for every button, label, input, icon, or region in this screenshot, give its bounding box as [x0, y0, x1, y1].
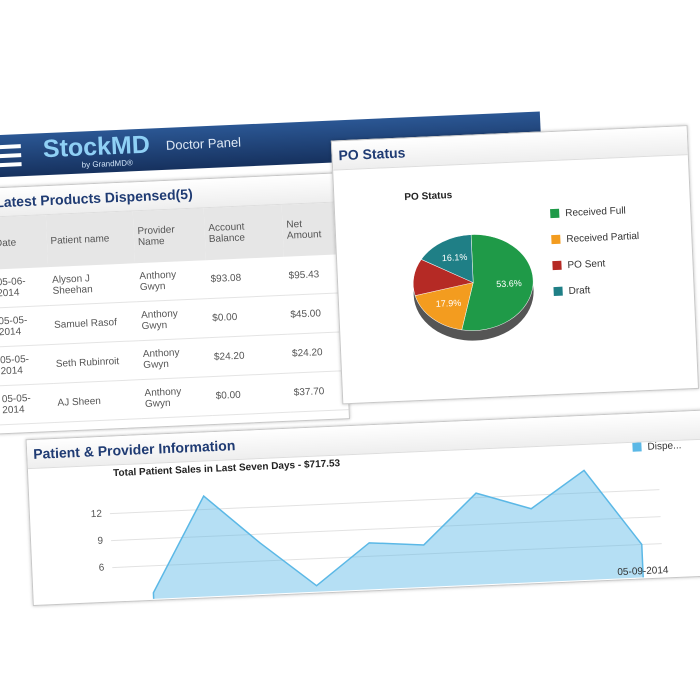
column-header: Patient name [45, 211, 135, 268]
legend-label: Received Full [565, 205, 626, 219]
patient-panel: Patient & Provider Information Total Pat… [25, 409, 700, 607]
table-cell: $37.70 [288, 370, 349, 413]
table-cell: Jesus Garcia Read [54, 418, 144, 435]
table-cell: $24.20 [287, 331, 347, 374]
table-cell: Seth Rubinroit [50, 340, 140, 384]
products-panel: Latest Products Dispensed(5) Date Patient… [0, 172, 351, 435]
grid-line [111, 516, 661, 542]
legend-swatch [632, 442, 642, 452]
x-tick-label: 05-09-2014 [617, 565, 669, 578]
po-status-panel: PO Status PO Status 53.6% Received Full 17.… [330, 125, 700, 405]
column-header: Date [0, 215, 48, 270]
table-cell: $0.00 [210, 373, 291, 416]
y-tick-label: 6 [98, 563, 104, 574]
chart-title: PO Status [404, 190, 453, 203]
table-cell: $93.08 [205, 256, 286, 299]
table-cell: 05-05-2014 [0, 344, 53, 386]
y-tick-label: 12 [91, 509, 103, 520]
grid-line [112, 543, 662, 569]
table-cell: Samuel Rasof [49, 301, 139, 345]
legend-label: Received Partial [566, 231, 639, 245]
products-table: Date Patient name Provider Name Account Bal… [0, 202, 351, 435]
panel-name: Doctor Panel [165, 134, 242, 153]
legend-label: PO Sent [567, 258, 605, 271]
area [152, 469, 645, 607]
table-cell: Anthony Gwyn [136, 298, 210, 341]
table-cell: 05-05-2014 [0, 422, 57, 435]
table-cell: $45.00 [285, 292, 346, 335]
logo-sub: by GrandMD® [81, 158, 134, 170]
table-cell: 05-05-2014 [0, 383, 55, 425]
grid-line [109, 489, 660, 515]
slice-label: 17.9% [436, 298, 462, 309]
column-header: Net Amount [281, 202, 342, 257]
legend-swatch [550, 208, 560, 219]
pie-chart: PO Status 53.6% Received Full 17.9% Received… [404, 190, 639, 341]
pie-slice [461, 234, 534, 331]
table-cell: 05-05-2014 [0, 305, 51, 347]
legend-label: Dispe... [647, 440, 681, 452]
table-cell: Anthony Gwyn [134, 260, 208, 302]
legend-swatch [553, 286, 563, 297]
pie-slice [414, 282, 474, 331]
pie-slice [420, 234, 474, 283]
table-cell: $0.00 [207, 295, 288, 338]
menu-button[interactable] [0, 144, 22, 168]
table-cell: 05-06-2014 [0, 267, 50, 308]
table-cell: Anthony Gwyn [138, 337, 211, 380]
table-cell: $24.20 [209, 334, 289, 377]
table-cell: AJ Sheen [52, 379, 142, 423]
table-cell: Anthony Gwyn [139, 376, 213, 419]
table-cell: Alyson J Sheehan [47, 263, 137, 306]
legend-label: Draft [568, 285, 590, 297]
column-header: Account Balance [203, 204, 284, 261]
column-header: Provider Name [132, 208, 206, 264]
legend-swatch [552, 260, 562, 271]
area-chart: Total Patient Sales in Last Seven Days -… [91, 440, 682, 607]
slice-label: 16.1% [442, 252, 468, 263]
y-tick-label: 9 [97, 536, 103, 547]
table-cell: $95.43 [283, 254, 344, 296]
slice-label: 53.6% [496, 278, 522, 289]
legend-swatch [551, 234, 561, 245]
